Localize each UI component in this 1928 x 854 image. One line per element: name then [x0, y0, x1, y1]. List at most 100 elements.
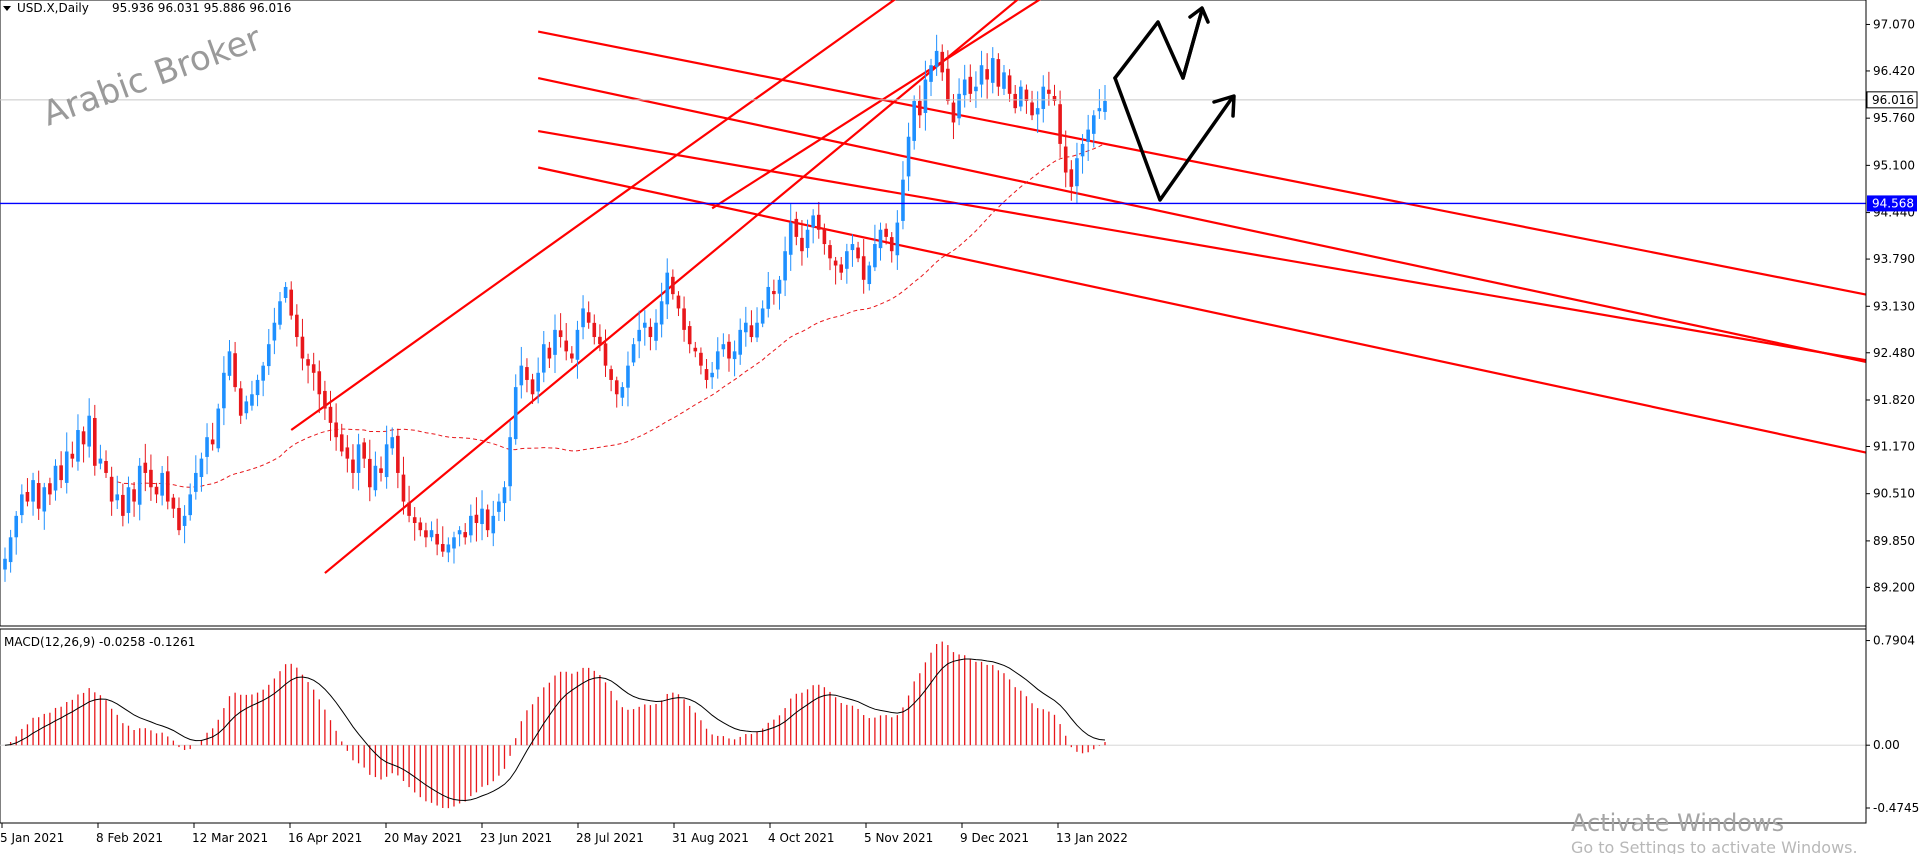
candle-body — [637, 329, 641, 342]
activate-windows-title: Activate Windows — [1571, 809, 1784, 837]
projection-arrows-layer — [1113, 6, 1236, 202]
candle-body — [227, 351, 232, 376]
candle-body — [143, 462, 148, 473]
projection-arrow-path-1 — [1113, 8, 1204, 80]
candle-body — [76, 430, 80, 462]
symbol-dropdown-icon[interactable] — [3, 6, 11, 11]
candle-body — [744, 322, 748, 333]
candle-body — [233, 353, 237, 388]
candle-body — [1024, 89, 1029, 101]
time-axis: 5 Jan 2021 8 Feb 2021 12 Mar 2021 16 Apr 20… — [0, 822, 1866, 845]
downtrend-line-1 — [537, 129, 1867, 362]
downtrend-line-4 — [537, 77, 1867, 363]
price-tick-label: 93.130 — [1873, 299, 1915, 313]
macd-indicator-label: MACD(12,26,9) -0.0258 -0.1261 — [4, 635, 195, 649]
price-tick-label: 97.070 — [1873, 17, 1915, 31]
candle-body — [463, 532, 468, 538]
macd-layer — [0, 641, 1866, 809]
candle-body — [620, 387, 625, 398]
time-tick-label: 31 Aug 2021 — [672, 831, 749, 845]
candle-body — [53, 465, 58, 491]
candle-body — [244, 401, 249, 414]
macd-tick-label: 0.00 — [1873, 738, 1900, 752]
candle-body — [446, 544, 451, 553]
ohlc-label: 95.936 96.031 95.886 96.016 — [112, 1, 291, 15]
candle-body — [1086, 129, 1090, 142]
candle-body — [525, 367, 529, 380]
candle-body — [137, 465, 142, 505]
candle-body — [772, 291, 776, 295]
time-tick-label: 16 Apr 2021 — [288, 831, 362, 845]
price-tick-label: 93.790 — [1873, 252, 1915, 266]
candle-body — [800, 237, 804, 252]
candle-body — [727, 341, 731, 359]
candle-body — [783, 251, 787, 281]
candle-body — [721, 344, 726, 350]
candle-body — [861, 256, 866, 280]
candle-body — [81, 431, 86, 445]
candle-body — [946, 68, 950, 101]
candle-body — [867, 265, 872, 285]
candle-body — [42, 487, 47, 512]
time-tick-label: 20 May 2021 — [384, 831, 462, 845]
candle-body — [317, 371, 322, 395]
projection-arrow-path-3 — [1113, 76, 1234, 202]
candle-body — [811, 215, 815, 228]
time-tick-label: 5 Jan 2021 — [0, 831, 64, 845]
candle-body — [508, 437, 512, 487]
candle-body — [715, 351, 720, 370]
time-tick-label: 13 Jan 2022 — [1056, 831, 1128, 845]
candle-body — [985, 69, 989, 80]
candle-body — [115, 494, 120, 501]
candle-body — [586, 312, 591, 323]
candle-body — [564, 340, 569, 352]
candle-body — [962, 79, 967, 96]
candle-body — [435, 533, 439, 545]
candle-body — [581, 308, 585, 328]
candle-body — [699, 352, 703, 366]
candle-body — [121, 494, 125, 516]
candle-body — [36, 483, 41, 509]
candle-body — [1013, 93, 1018, 109]
candle-body — [541, 344, 546, 373]
candle-body — [693, 347, 698, 352]
candle-body — [323, 390, 327, 409]
candle-body — [979, 65, 984, 85]
time-tick-label: 5 Nov 2021 — [864, 831, 933, 845]
candle-body — [502, 487, 507, 504]
candle-body — [732, 351, 737, 360]
current-price-tag — [1866, 91, 1918, 109]
candle-body — [334, 422, 338, 438]
candle-body — [676, 295, 681, 309]
candle-body — [194, 472, 198, 492]
candle-body — [889, 237, 894, 252]
candle-body — [805, 229, 810, 249]
candle-body — [261, 365, 265, 381]
candle-body — [407, 502, 411, 516]
candle-body — [614, 380, 619, 395]
downtrend-line-2 — [537, 166, 1867, 454]
current-price-tag-label: 96.016 — [1872, 93, 1914, 107]
candle-body — [1103, 100, 1107, 112]
support-layer — [0, 99, 1866, 205]
candle-body — [272, 322, 277, 341]
candle-body — [283, 286, 288, 298]
price-tick-label: 89.850 — [1873, 534, 1915, 548]
candle-body — [513, 387, 518, 440]
candle-body — [710, 372, 714, 378]
candle-body — [390, 437, 395, 449]
time-tick-label: 9 Dec 2021 — [960, 831, 1029, 845]
candle-body — [48, 483, 52, 495]
candle-body — [238, 388, 243, 416]
candle-body — [788, 222, 793, 255]
moving-average-line — [117, 143, 1106, 488]
candle-body — [266, 344, 271, 367]
candle-body — [1075, 158, 1079, 187]
candle-body — [328, 406, 333, 423]
candle-body — [648, 326, 653, 338]
candle-body — [665, 272, 670, 305]
candle-body — [31, 480, 35, 502]
candle-body — [659, 301, 664, 325]
candle-body — [469, 515, 473, 536]
